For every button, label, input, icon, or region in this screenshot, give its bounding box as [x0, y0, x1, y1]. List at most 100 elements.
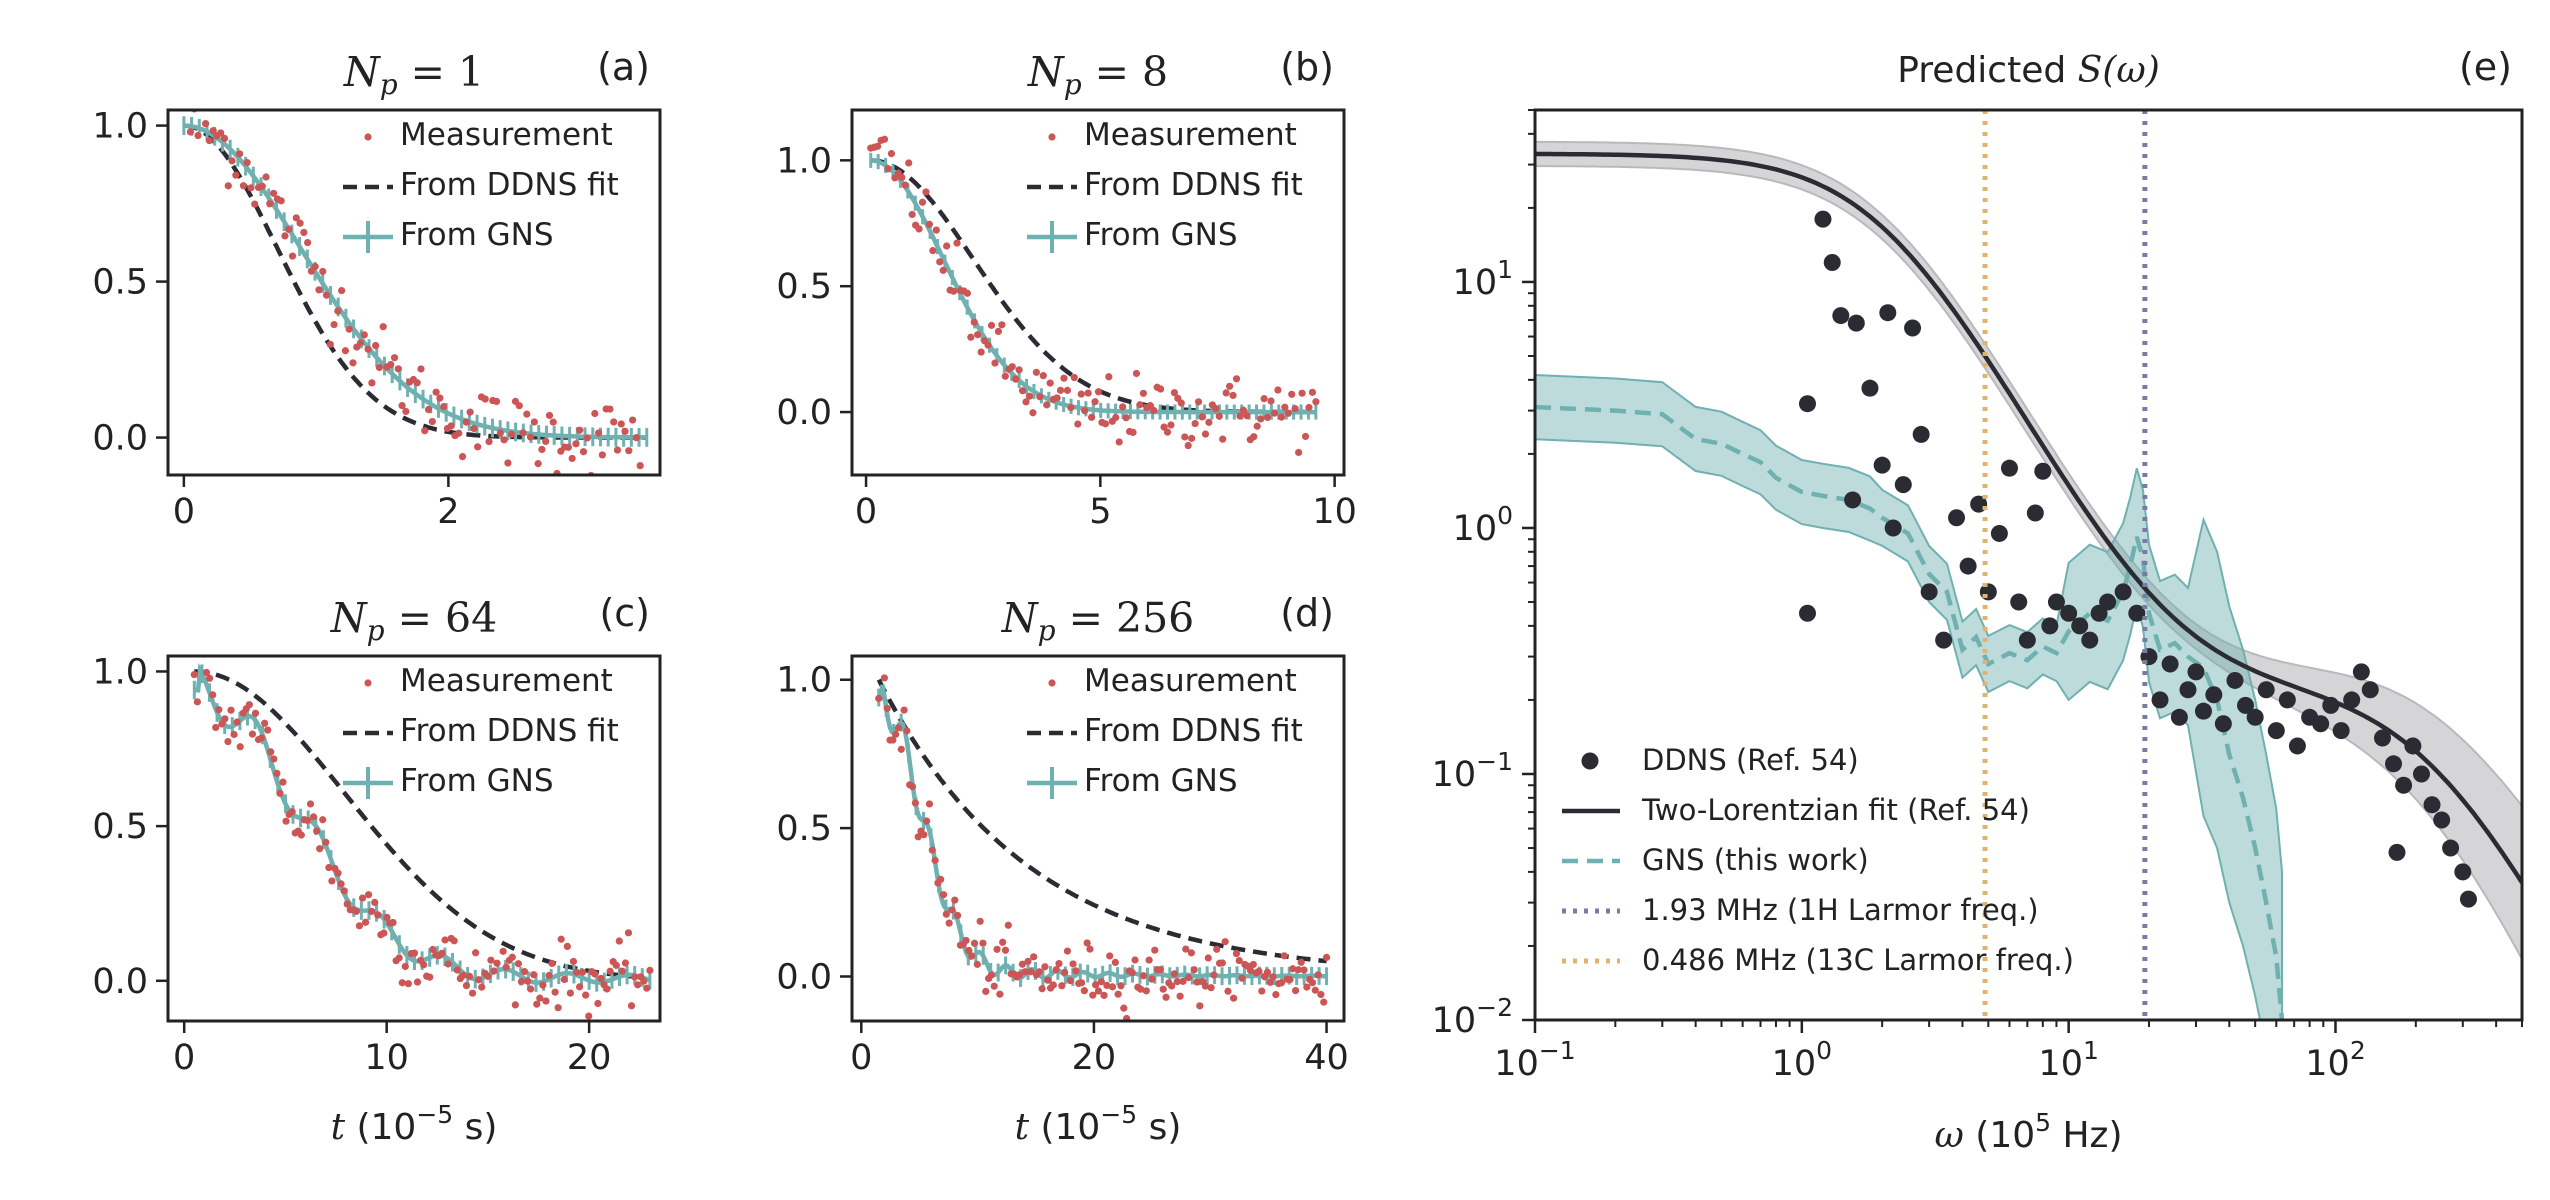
measurement-point: [549, 418, 557, 426]
measurement-point: [560, 975, 568, 984]
y-tick-label: 1.0: [92, 107, 148, 147]
measurement-point: [261, 719, 269, 727]
legend-label: Measurement: [400, 663, 613, 699]
ddns-point: [1832, 307, 1850, 325]
measurement-point: [999, 938, 1007, 946]
measurement-point: [1052, 966, 1060, 974]
measurement-point: [996, 990, 1004, 998]
measurement-point: [621, 959, 630, 967]
measurement-point: [979, 939, 987, 947]
measurement-point: [1284, 409, 1292, 417]
measurement-point: [591, 970, 599, 978]
ddns-point: [2373, 729, 2391, 747]
y-tick-label: 0.5: [92, 807, 148, 847]
measurement-point: [1255, 967, 1263, 975]
measurement-point: [883, 704, 891, 713]
measurement-point: [398, 402, 406, 410]
legend-label: Measurement: [1084, 663, 1297, 699]
legend: Measurement From DDNS fit From GNS: [343, 117, 619, 253]
measurement-point: [1239, 406, 1248, 414]
measurement-point: [1018, 387, 1027, 395]
measurement-point: [617, 420, 625, 428]
measurement-point: [973, 960, 981, 968]
measurement-point: [459, 971, 467, 979]
measurement-point: [361, 918, 370, 926]
measurement-point: [1267, 397, 1275, 405]
measurement-point: [1250, 433, 1258, 441]
measurement-point: [248, 730, 257, 738]
measurement-point: [901, 181, 909, 189]
measurement-point: [530, 971, 538, 979]
measurement-point: [1188, 434, 1196, 442]
measurement-point: [627, 1002, 636, 1010]
measurement-point: [337, 880, 345, 888]
measurement-point: [247, 184, 255, 192]
ddns-point: [2194, 702, 2212, 720]
y-tick-label: 10−1: [1432, 747, 1513, 795]
measurement-point: [594, 429, 603, 437]
legend-label: Measurement: [1084, 117, 1297, 153]
ddns-point: [1814, 210, 1832, 228]
measurement-point: [1193, 978, 1201, 986]
measurement-point: [965, 946, 973, 955]
ddns-point: [2267, 722, 2285, 740]
measurement-point: [1232, 375, 1241, 383]
x-tick-label: 0: [173, 1038, 195, 1078]
measurement-point: [205, 136, 213, 145]
plot-area: [1535, 110, 2522, 1020]
measurement-point: [372, 341, 380, 350]
measurement-point: [575, 983, 584, 991]
measurement-point: [1108, 983, 1117, 991]
measurement-point: [963, 289, 971, 297]
measurement-point: [1159, 985, 1167, 993]
measurement-point: [441, 936, 449, 944]
measurement-point: [270, 755, 278, 763]
measurement-point: [215, 706, 223, 714]
measurement-point: [880, 674, 888, 682]
measurement-point: [1322, 953, 1331, 962]
measurement-point: [548, 959, 556, 968]
measurement-point: [987, 321, 996, 329]
measurement-point: [624, 929, 633, 937]
ddns-point: [2226, 671, 2244, 689]
measurement-point: [334, 869, 342, 877]
measurement-point: [1311, 986, 1319, 994]
ddns-point: [2454, 863, 2472, 881]
measurement-point: [576, 426, 584, 434]
measurement-point: [545, 411, 554, 420]
measurement-point: [1317, 990, 1325, 999]
x-tick-label: 10−1: [1494, 1036, 1575, 1084]
measurement-point: [1243, 412, 1251, 420]
measurement-point: [198, 100, 205, 107]
two-lorentzian-fit-line: [1535, 151, 2522, 884]
measurement-point: [523, 410, 531, 418]
ddns-point: [1935, 631, 1953, 649]
panel-title: Np = 8: [1027, 48, 1168, 101]
measurement-point: [569, 957, 578, 966]
measurement-point: [428, 418, 436, 426]
measurement-point: [438, 949, 446, 957]
panel-c: 0 10 20 0.0 0.5 1.0 Np = 64 (c) Measurement From …: [92, 591, 662, 1078]
measurement-point: [1170, 970, 1179, 978]
measurement-point: [1067, 404, 1075, 412]
measurement-point: [557, 935, 565, 943]
ddns-point: [2128, 604, 2146, 622]
measurement-point: [313, 827, 321, 835]
measurement-point: [920, 831, 928, 839]
measurement-point: [640, 977, 648, 985]
measurement-point: [228, 157, 236, 165]
measurement-point: [462, 981, 471, 990]
ddns-point: [2179, 681, 2197, 699]
plot-area: [867, 135, 1320, 457]
measurement-point: [1272, 990, 1280, 999]
measurement-point: [1277, 413, 1285, 421]
measurement-point: [618, 967, 626, 975]
x-tick-label: 2: [437, 492, 459, 532]
measurement-point: [534, 460, 542, 468]
ddns-point: [2361, 681, 2379, 699]
measurement-point: [282, 817, 290, 825]
legend: DDNS (Ref. 54) Two-Lorentzian fit (Ref. 5…: [1562, 743, 2074, 977]
measurement-point: [579, 968, 587, 976]
measurement-point: [1083, 939, 1091, 947]
ddns-point: [1920, 583, 1938, 601]
